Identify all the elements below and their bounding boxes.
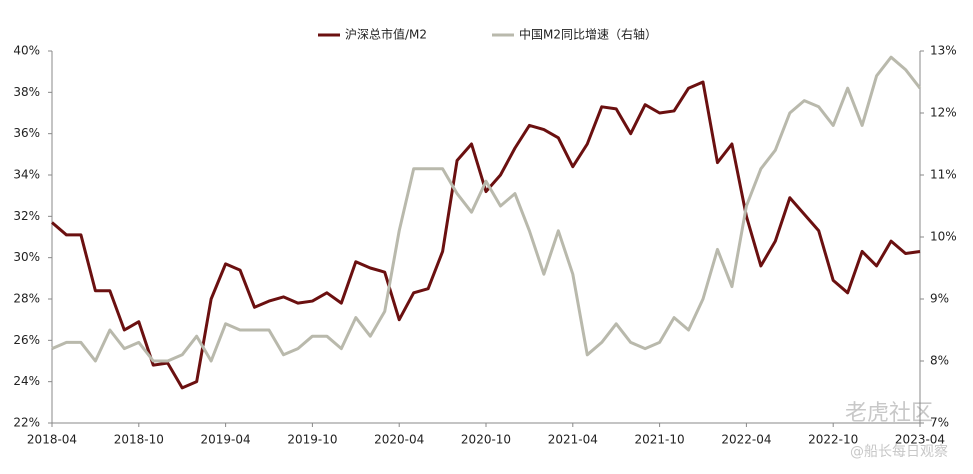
- x-tick-label: 2020-04: [374, 433, 424, 447]
- y-tick-label: 30%: [13, 250, 40, 264]
- y-tick-label: 36%: [13, 126, 40, 140]
- y-tick-label: 28%: [13, 292, 40, 306]
- series-line: [51, 55, 922, 363]
- x-tick-label: 2022-10: [808, 433, 858, 447]
- legend-label: 中国M2同比增速（右轴）: [519, 27, 657, 42]
- y2-tick-label: 8%: [930, 354, 949, 368]
- x-tick-label: 2022-04: [721, 433, 771, 447]
- y2-tick-label: 7%: [930, 416, 949, 430]
- y2-tick-label: 9%: [930, 292, 949, 306]
- y2-tick-label: 13%: [930, 44, 957, 58]
- x-tick-label: 2020-10: [461, 433, 511, 447]
- x-tick-label: 2019-04: [201, 433, 251, 447]
- x-tick-label: 2018-10: [114, 433, 164, 447]
- y-tick-label: 38%: [13, 85, 40, 99]
- x-tick-label: 2019-10: [287, 433, 337, 447]
- x-tick-label: 2021-10: [635, 433, 685, 447]
- y-tick-label: 22%: [13, 416, 40, 430]
- y-tick-label: 40%: [13, 44, 40, 58]
- y-tick-label: 34%: [13, 168, 40, 182]
- watermark-brand: 老虎社区: [845, 401, 933, 426]
- y-tick-label: 26%: [13, 333, 40, 347]
- series-line: [51, 80, 921, 390]
- y-tick-label: 24%: [13, 374, 40, 388]
- y2-tick-label: 10%: [930, 230, 957, 244]
- x-tick-label: 2021-04: [548, 433, 598, 447]
- y2-tick-label: 12%: [930, 106, 957, 120]
- x-tick-label: 2023-04: [895, 433, 945, 447]
- legend-label: 沪深总市值/M2: [345, 27, 427, 42]
- y2-tick-label: 11%: [930, 168, 957, 182]
- y-tick-label: 32%: [13, 209, 40, 223]
- x-tick-label: 2018-04: [27, 433, 77, 447]
- watermark-author: @船长每日观察: [850, 443, 948, 460]
